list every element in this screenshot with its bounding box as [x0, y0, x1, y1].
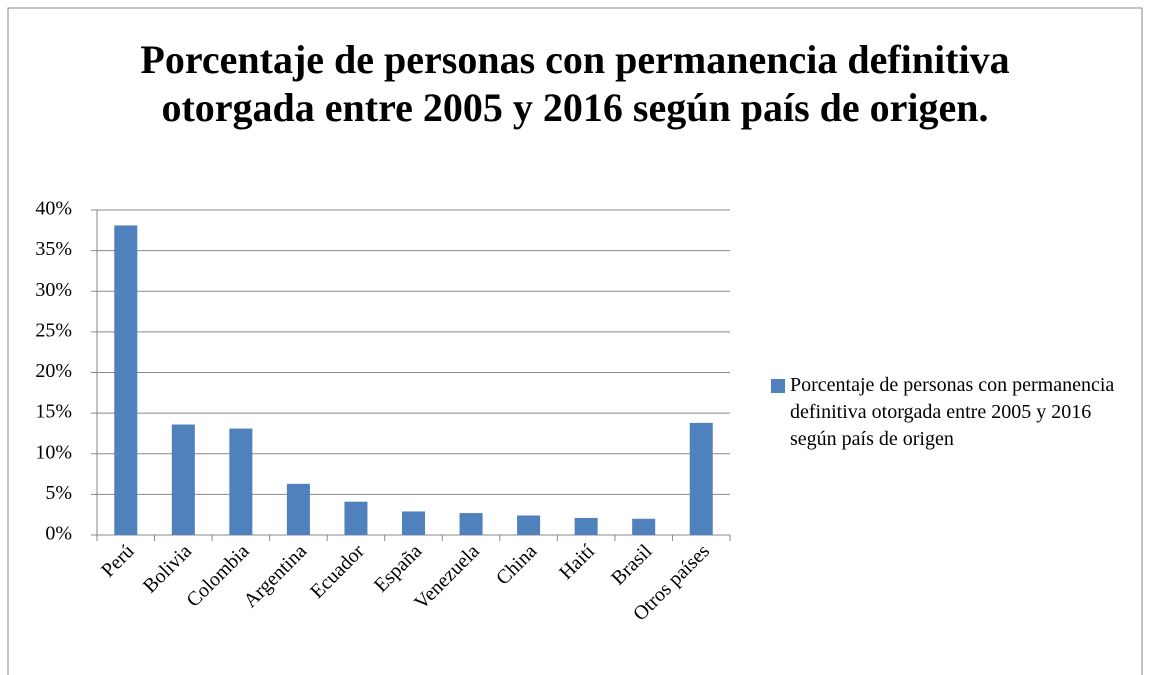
bar [171, 424, 195, 535]
x-tick-label: Argentina [239, 540, 311, 612]
y-tick-label: 10% [35, 441, 72, 463]
x-tick-label: China [492, 540, 541, 589]
bar [459, 513, 483, 535]
x-tick-label: Bolivia [139, 540, 196, 597]
bar [401, 511, 426, 535]
y-tick-label: 40% [35, 198, 72, 220]
y-tick-label: 15% [35, 401, 72, 423]
y-tick-label: 20% [35, 360, 72, 382]
y-tick-label: 35% [35, 238, 72, 260]
chart-border [7, 7, 1143, 675]
chart-title: Porcentaje de personas con permanencia d… [140, 37, 1010, 130]
y-tick-label: 0% [45, 523, 72, 545]
bar [689, 422, 713, 535]
bar [344, 501, 368, 535]
x-tick-label: Perú [97, 540, 138, 581]
y-tick-label: 25% [35, 319, 72, 341]
x-tick-label: España [370, 540, 426, 596]
bar [517, 515, 541, 535]
bar [632, 518, 656, 535]
bar [574, 517, 598, 535]
bar [286, 483, 310, 535]
bar [229, 428, 253, 535]
legend-label: Porcentaje de personas con permanencia d… [790, 374, 1115, 450]
x-tick-label: Ecuador [306, 540, 369, 603]
x-tick-label: Brasil [607, 540, 657, 590]
legend-swatch [771, 379, 785, 393]
y-tick-label: 30% [35, 279, 72, 301]
x-tick-label: Haití [555, 540, 599, 584]
bar [114, 225, 138, 535]
y-tick-label: 5% [45, 482, 72, 504]
